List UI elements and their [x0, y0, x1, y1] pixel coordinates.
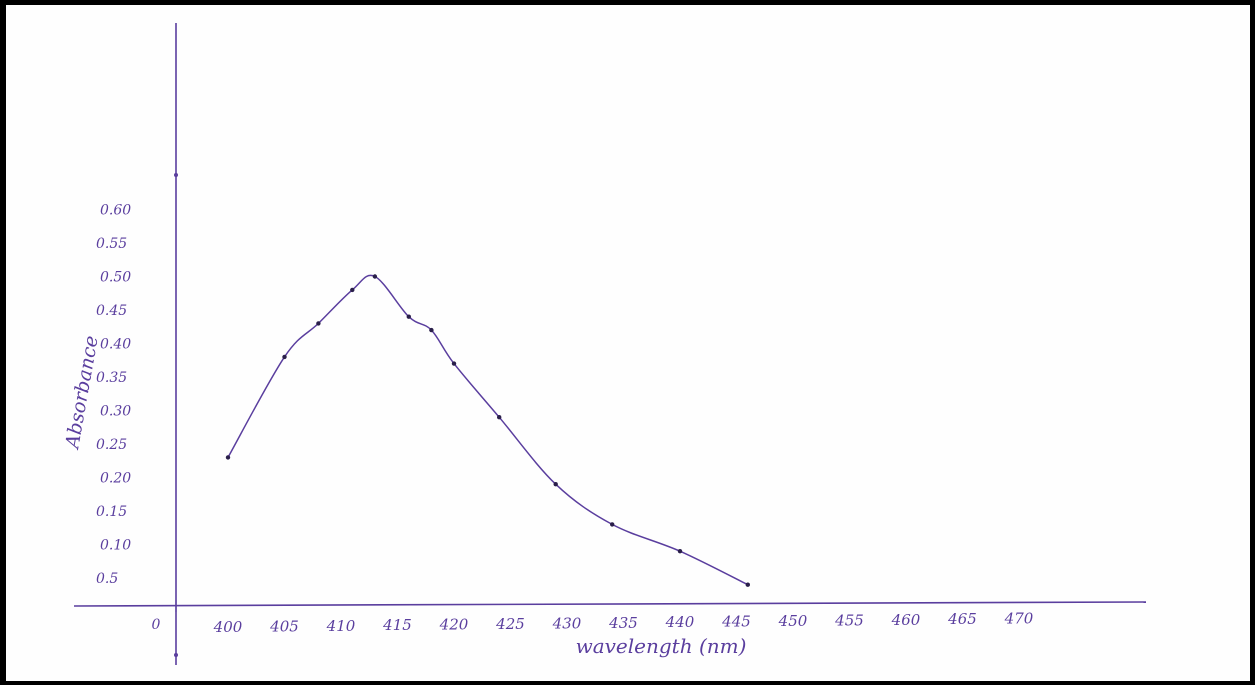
- x-tick-label: 455: [834, 611, 864, 629]
- y-tick-label: 0.20: [100, 471, 131, 487]
- x-tick-label: 415: [382, 616, 412, 634]
- y-axis-end-dot: [174, 653, 178, 657]
- data-point: [225, 455, 231, 460]
- y-axis-label: Absorbance: [61, 334, 103, 452]
- x-tick-label: 400: [213, 618, 243, 636]
- y-axis-end-dot: [174, 173, 178, 177]
- data-point: [451, 361, 457, 366]
- x-tick-label: 470: [1004, 610, 1034, 628]
- x-tick-label: 420: [439, 616, 469, 634]
- y-tick-label: 0.50: [100, 270, 131, 286]
- data-point: [610, 522, 615, 527]
- data-point: [406, 314, 411, 319]
- x-tick-label: 410: [326, 617, 356, 635]
- data-point: [316, 321, 321, 326]
- x-tick-label: 435: [608, 614, 638, 632]
- y-tick-label: 0.5: [96, 571, 118, 587]
- x-tick-label: 440: [665, 613, 695, 631]
- data-point: [429, 327, 434, 333]
- y-tick-label: 0.25: [96, 437, 127, 453]
- x-tick-label: 430: [552, 614, 582, 632]
- y-tick-label: 0.10: [100, 538, 131, 554]
- y-tick-label: 0.60: [100, 203, 131, 219]
- y-tick-label: 0.30: [100, 404, 131, 420]
- data-point: [677, 549, 683, 554]
- data-point: [372, 274, 378, 279]
- data-point: [497, 415, 502, 420]
- data-point: [745, 582, 750, 587]
- data-point: [553, 482, 558, 487]
- y-tick-label: 0.15: [96, 504, 127, 520]
- data-point: [282, 354, 287, 360]
- x-axis-label: wavelength (nm): [576, 634, 747, 658]
- x-tick-label: 405: [269, 617, 299, 635]
- series-line: [227, 274, 749, 586]
- x-tick-label: 425: [495, 615, 525, 633]
- data-point: [350, 287, 355, 293]
- x-tick-label: 465: [947, 610, 977, 628]
- y-tick-label: 0.40: [100, 337, 131, 353]
- x-tick-label: 450: [778, 612, 808, 630]
- absorbance-chart: 0 wavelength (nm) Absorbance 400 405 410 41…: [61, 23, 1147, 665]
- x-tick-label: 445: [721, 613, 751, 631]
- y-tick-label: 0.55: [96, 236, 127, 252]
- y-tick-label: 0.45: [96, 303, 127, 319]
- x-axis: [73, 601, 1147, 607]
- x-tick-label: 460: [891, 611, 921, 629]
- y-tick-label: 0.35: [96, 370, 127, 386]
- origin-label: 0: [152, 617, 161, 633]
